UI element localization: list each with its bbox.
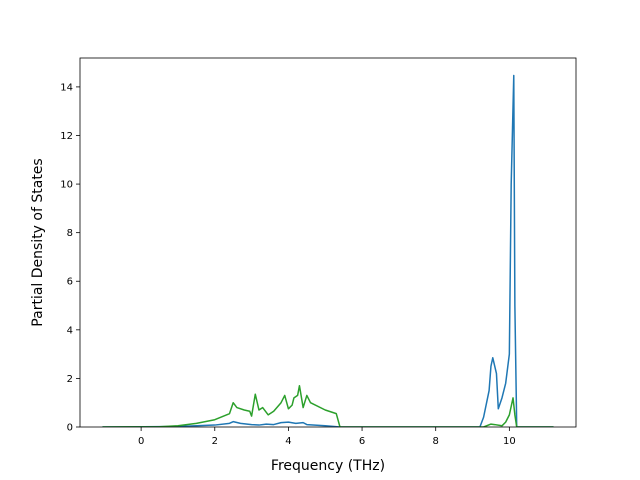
y-tick-label: 6: [67, 277, 73, 288]
series-line: [102, 74, 554, 427]
x-axis-label: Frequency (THz): [271, 458, 385, 474]
x-tick-label: 6: [359, 436, 365, 447]
x-tick-label: 0: [138, 436, 144, 447]
y-tick-label: 10: [60, 180, 73, 191]
y-tick-label: 0: [67, 423, 73, 434]
y-tick-label: 14: [60, 82, 73, 93]
y-axis-label: Partial Density of States: [30, 158, 46, 326]
x-tick-label: 4: [285, 436, 291, 447]
y-tick-label: 2: [67, 374, 73, 385]
x-tick-label: 2: [212, 436, 218, 447]
plot-frame: [79, 57, 577, 428]
series-line: [102, 384, 554, 427]
x-tick-label: 8: [433, 436, 439, 447]
x-tick-label: 10: [503, 436, 516, 447]
y-tick-label: 8: [67, 228, 73, 239]
y-tick-label: 12: [60, 131, 73, 142]
y-tick-label: 4: [67, 325, 73, 336]
